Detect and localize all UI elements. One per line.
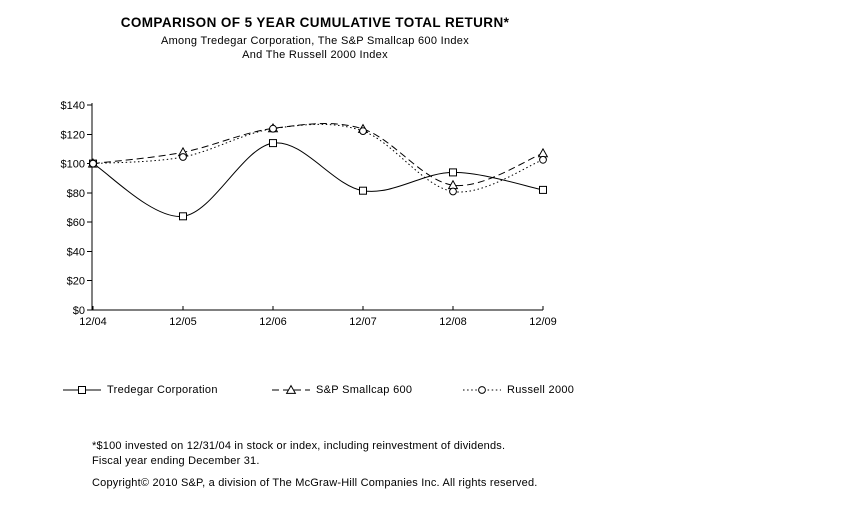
russell-2000-circle-marker (449, 187, 457, 196)
y-tick-label: $40 (67, 246, 85, 258)
russell-2000-circle-marker (539, 155, 547, 164)
x-tick-label: 12/07 (349, 316, 377, 328)
y-tick-label: $100 (61, 159, 85, 171)
legend-sample-dashed-line (272, 384, 310, 394)
footnotes: *$100 invested on 12/31/04 in stock or i… (92, 439, 538, 491)
s-p-smallcap-600-triangle-marker (537, 147, 549, 158)
legend-sample-solid-line (63, 386, 101, 394)
legend-item-tredegar-corporation: Tredegar Corporation (63, 382, 218, 398)
legend-item-s-p-smallcap-600: S&P Smallcap 600 (272, 382, 412, 398)
chart-subtitle-line2: And The Russell 2000 Index (242, 49, 388, 61)
russell-2000-circle-marker (179, 153, 187, 161)
x-tick-label: 12/05 (169, 316, 197, 328)
tredegar-corporation-square-marker (359, 186, 367, 195)
tredegar-corporation-square-marker (269, 139, 277, 148)
x-tick-label: 12/08 (439, 316, 467, 328)
russell-2000-circle-marker (269, 124, 277, 133)
tredegar-corporation-square-marker (449, 168, 457, 177)
y-tick-label: $60 (67, 217, 85, 229)
y-tick-label: $120 (61, 129, 85, 141)
y-tick-label: $20 (67, 276, 85, 288)
legend-square-icon (78, 386, 86, 394)
chart-subtitle-line1: Among Tredegar Corporation, The S&P Smal… (160, 35, 470, 47)
series-line-tredegar-corporation (92, 142, 544, 217)
y-tick-label: $140 (61, 100, 85, 112)
legend-item-russell-2000: Russell 2000 (463, 382, 574, 398)
series-line-russell-2000 (92, 123, 544, 193)
x-tick-label: 12/06 (259, 316, 287, 328)
legend-triangle-icon (285, 384, 297, 394)
footnote-line1: *$100 invested on 12/31/04 in stock or i… (92, 440, 506, 452)
tredegar-corporation-square-marker (539, 185, 547, 194)
y-tick-label: $80 (67, 188, 85, 200)
legend-circle-icon (478, 386, 486, 394)
x-tick-label: 12/04 (79, 316, 107, 328)
y-tick-label: $0 (73, 305, 85, 317)
x-tick-label: 12/09 (529, 316, 557, 328)
russell-2000-circle-marker (89, 159, 97, 168)
footnote-line2: Fiscal year ending December 31. (92, 455, 260, 467)
chart-title: COMPARISON OF 5 YEAR CUMULATIVE TOTAL RE… (120, 15, 510, 30)
legend-label: Tredegar Corporation (107, 384, 218, 396)
copyright-line: Copyright© 2010 S&P, a division of The M… (92, 477, 538, 489)
legend-label: S&P Smallcap 600 (316, 384, 413, 396)
chart-legend: Tredegar Corporation S&P Smallcap 600 Russ… (0, 382, 847, 400)
chart-header: COMPARISON OF 5 YEAR CUMULATIVE TOTAL RE… (0, 15, 630, 62)
russell-2000-circle-marker (359, 127, 367, 136)
tredegar-corporation-square-marker (179, 212, 187, 221)
legend-label: Russell 2000 (507, 384, 575, 396)
series-line-s-p-smallcap-600 (92, 123, 544, 187)
legend-sample-dotted-line (463, 386, 501, 394)
